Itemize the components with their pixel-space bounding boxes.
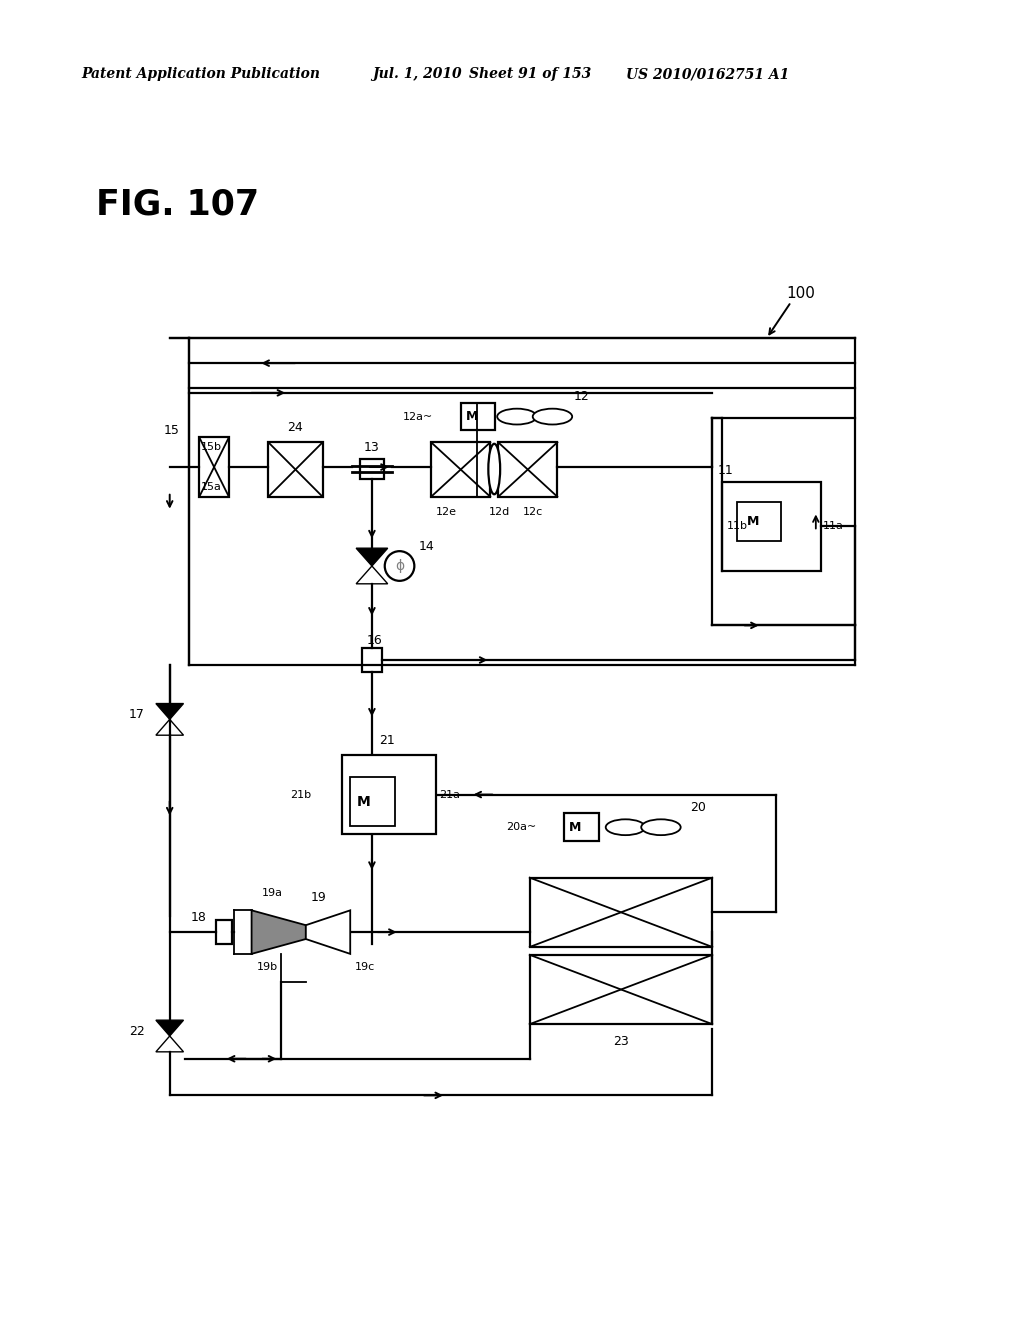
Ellipse shape: [606, 820, 645, 836]
Text: 20: 20: [690, 801, 707, 814]
Text: 11b: 11b: [727, 521, 749, 532]
Text: 24: 24: [287, 421, 303, 434]
Bar: [461, 403, 496, 430]
Text: 13: 13: [365, 441, 380, 454]
Text: 19b: 19b: [257, 962, 278, 972]
Ellipse shape: [532, 409, 572, 425]
Bar: [350, 776, 394, 826]
Polygon shape: [252, 911, 306, 954]
Text: 11: 11: [717, 463, 733, 477]
Text: FIG. 107: FIG. 107: [95, 187, 259, 222]
Text: 12c: 12c: [523, 507, 543, 516]
Text: Patent Application Publication: Patent Application Publication: [81, 67, 319, 82]
Text: 17: 17: [129, 708, 145, 721]
Bar: [529, 878, 713, 946]
Ellipse shape: [641, 820, 681, 836]
Bar: [200, 437, 229, 496]
Text: 15: 15: [164, 424, 179, 437]
Polygon shape: [156, 1036, 183, 1052]
Text: 19c: 19c: [355, 962, 376, 972]
Text: US 2010/0162751 A1: US 2010/0162751 A1: [627, 67, 790, 82]
Text: 12a~: 12a~: [402, 412, 433, 421]
Text: 23: 23: [612, 1035, 629, 1048]
Text: M: M: [357, 796, 371, 809]
Text: 21a: 21a: [439, 789, 460, 800]
Text: 22: 22: [129, 1024, 145, 1038]
Text: 21: 21: [379, 734, 394, 747]
Bar: [216, 920, 231, 944]
Text: 19: 19: [310, 891, 327, 904]
Bar: [360, 459, 384, 479]
Text: 11a: 11a: [822, 521, 844, 532]
Text: 16: 16: [367, 634, 383, 647]
Text: M: M: [746, 515, 759, 528]
Bar: [431, 442, 490, 496]
Polygon shape: [156, 719, 183, 735]
Ellipse shape: [498, 409, 537, 425]
Text: Sheet 91 of 153: Sheet 91 of 153: [469, 67, 591, 82]
Text: 15a: 15a: [202, 482, 222, 492]
Text: M: M: [569, 821, 582, 834]
Text: 12: 12: [574, 391, 590, 404]
Text: 15b: 15b: [202, 442, 222, 453]
Text: 12e: 12e: [436, 507, 457, 516]
Text: 19a: 19a: [261, 887, 283, 898]
Text: ϕ: ϕ: [395, 558, 404, 573]
Bar: [722, 482, 821, 572]
Polygon shape: [306, 911, 350, 954]
Polygon shape: [156, 704, 183, 719]
Text: Jul. 1, 2010: Jul. 1, 2010: [372, 67, 462, 82]
Circle shape: [385, 552, 415, 581]
Bar: [529, 954, 713, 1024]
Bar: [737, 502, 781, 541]
Polygon shape: [356, 548, 388, 566]
Text: 20a~: 20a~: [507, 822, 537, 832]
Ellipse shape: [488, 444, 500, 494]
Bar: [342, 755, 436, 834]
Text: 12d: 12d: [489, 507, 511, 516]
Text: 21b: 21b: [290, 789, 310, 800]
Bar: [564, 813, 599, 841]
Bar: [362, 648, 382, 672]
Polygon shape: [356, 566, 388, 583]
Polygon shape: [156, 1020, 183, 1036]
Bar: [499, 442, 557, 496]
Text: 14: 14: [418, 540, 434, 553]
Text: 100: 100: [786, 286, 815, 301]
Bar: [268, 442, 323, 496]
Text: M: M: [466, 411, 478, 424]
Text: 18: 18: [190, 911, 206, 924]
